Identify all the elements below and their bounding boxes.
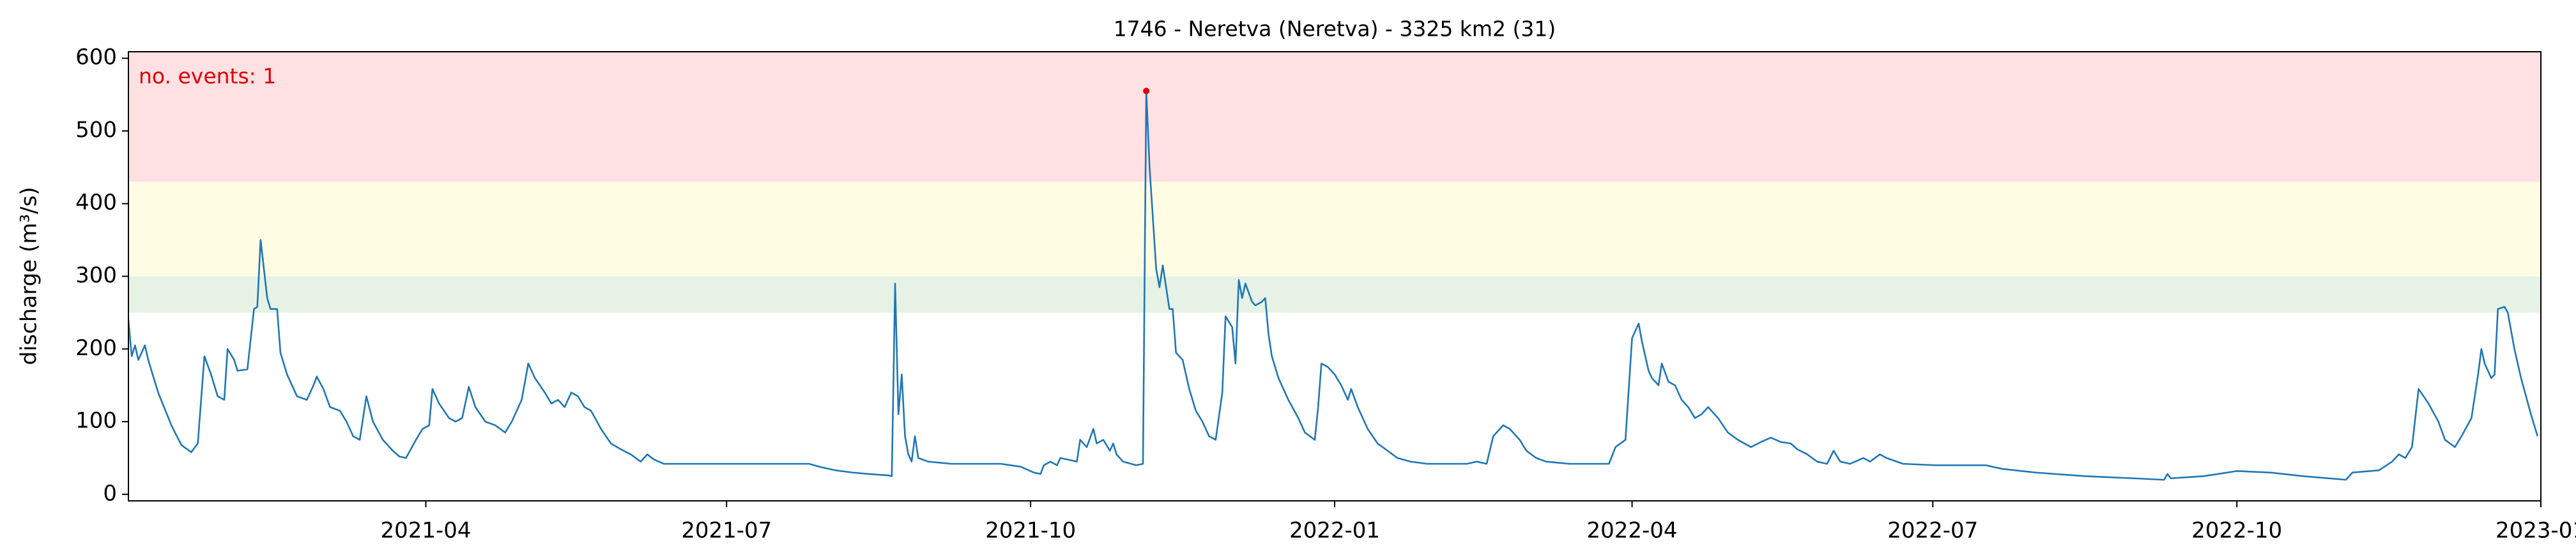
y-tick-label: 600 (75, 45, 117, 70)
threshold-band (128, 181, 2541, 277)
event-marker (1143, 88, 1150, 95)
y-tick-label: 0 (103, 480, 117, 506)
x-tick-label: 2021-07 (681, 518, 772, 544)
x-tick-label: 2023-01 (2496, 518, 2576, 544)
plot-frame (128, 51, 2542, 502)
y-tick-label: 400 (75, 190, 117, 215)
x-tick-label: 2022-04 (1587, 518, 1678, 544)
y-tick-label: 500 (75, 117, 117, 142)
y-tick-label: 200 (75, 335, 117, 361)
x-tick-label: 2021-04 (381, 518, 471, 544)
discharge-line (128, 90, 2539, 481)
y-axis-label: discharge (m³/s) (17, 187, 42, 365)
x-tick-label: 2022-07 (1887, 518, 1978, 544)
x-tick-label: 2021-10 (985, 518, 1076, 544)
y-tick-label: 300 (75, 263, 117, 288)
chart-title: 1746 - Neretva (Neretva) - 3325 km2 (31) (1114, 17, 1556, 42)
y-tick-label: 100 (75, 408, 117, 434)
threshold-band (128, 276, 2541, 313)
x-tick-label: 2022-10 (2191, 518, 2282, 544)
threshold-band (128, 52, 2541, 182)
x-tick-label: 2022-01 (1289, 518, 1380, 544)
event-count: no. events: 1 (139, 64, 276, 89)
